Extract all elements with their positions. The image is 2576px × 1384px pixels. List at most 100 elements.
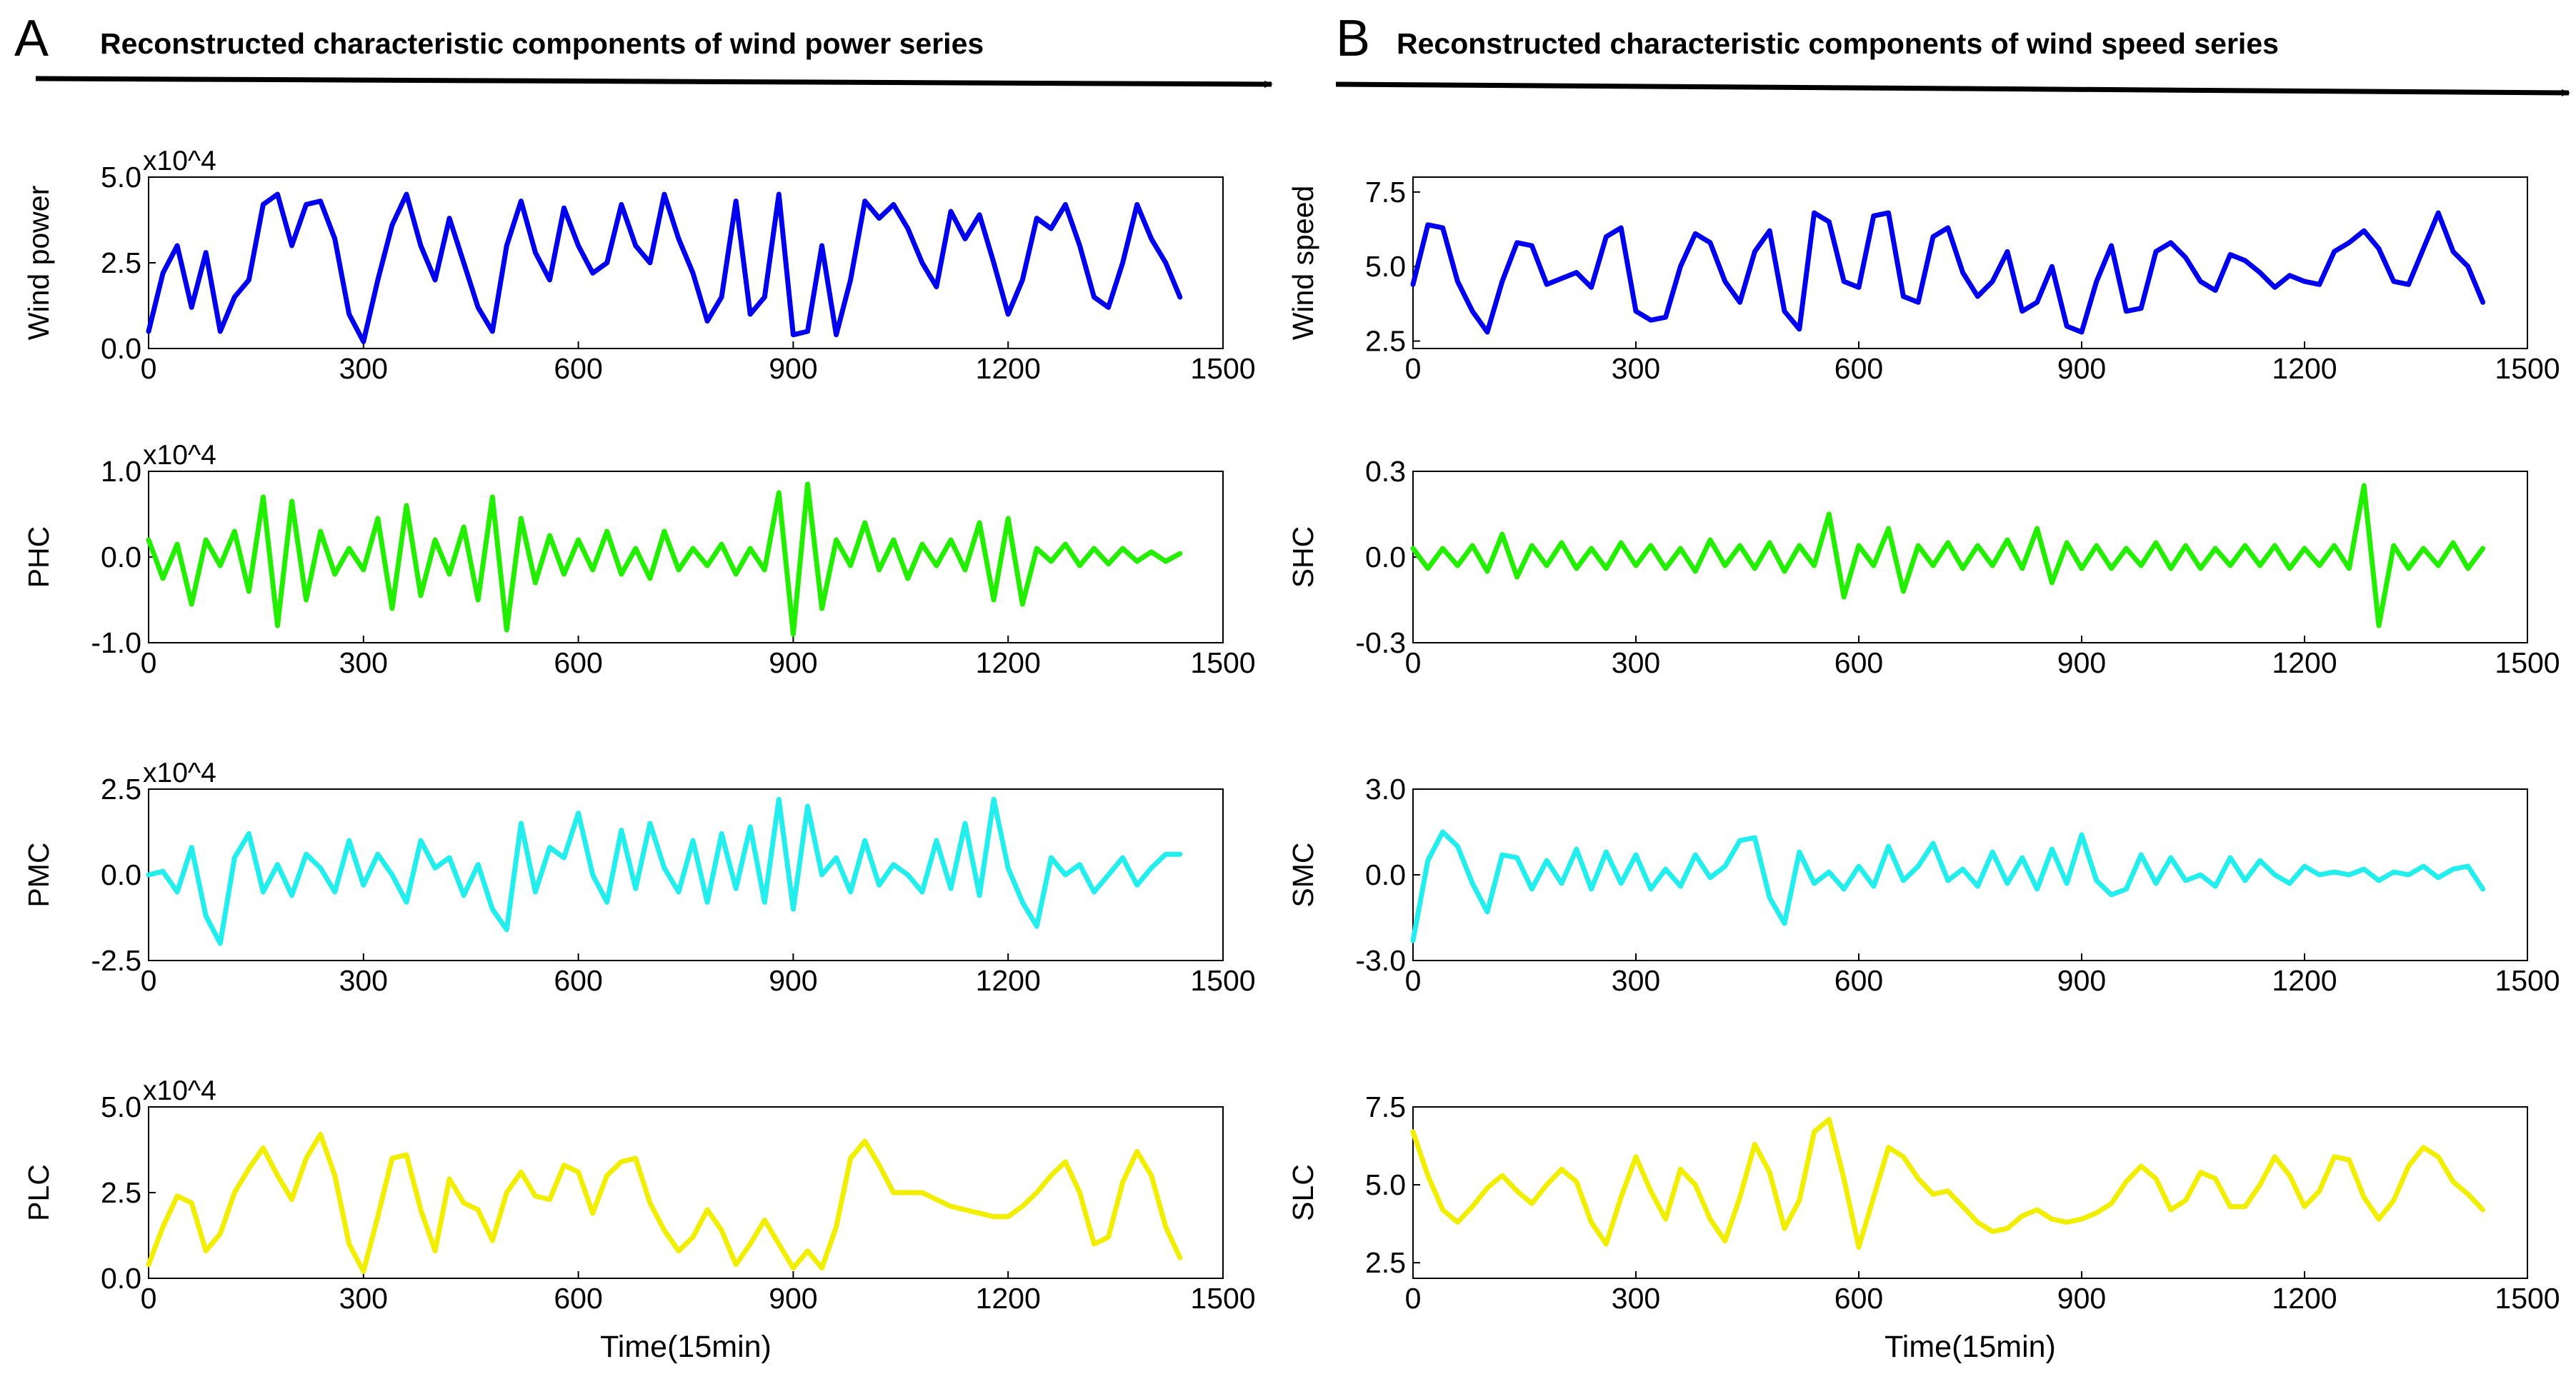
phc-xtick-label: 600 [554, 646, 602, 679]
shc-xtick-label: 600 [1834, 646, 1883, 679]
slc-xtick-label: 0 [1405, 1282, 1422, 1315]
shc-ytick-label: 0.3 [1365, 455, 1406, 488]
panel-b-arrow [1335, 81, 2570, 96]
slc-axes [1412, 1106, 2528, 1279]
shc-xtick-label: 900 [2057, 646, 2106, 679]
slc-xtick-label: 900 [2057, 1282, 2106, 1315]
slc-xtick-label: 600 [1834, 1282, 1883, 1315]
shc-xtick-label: 1200 [2272, 646, 2337, 679]
wind-power-xtick-label: 600 [554, 352, 602, 385]
smc-ytick-label: -3.0 [1355, 944, 1406, 977]
wind-power-scale-label: x10^4 [143, 146, 216, 176]
wind-speed-xtick-label: 1200 [2272, 352, 2337, 385]
slc-xtick-label: 300 [1612, 1282, 1660, 1315]
plc-xtick-label: 1200 [976, 1282, 1041, 1315]
wind-speed-ytick-label: 5.0 [1365, 250, 1406, 283]
shc-series-line [1410, 483, 2486, 628]
smc-ylabel: SMC [1287, 842, 1319, 907]
panel-b-letter: B [1336, 10, 1370, 67]
slc-xlabel: Time(15min) [1884, 1330, 2056, 1364]
shc-ytick-label: 0.0 [1365, 541, 1406, 573]
slc-ylabel: SLC [1287, 1164, 1319, 1221]
pmc-xtick-label: 600 [554, 964, 602, 997]
pmc-xtick-label: 1200 [976, 964, 1041, 997]
phc-chart: 0 300 600 900 1200 1500 -1.0 0.0 1.0 x10^4 PHC [22, 440, 1256, 679]
pmc-ytick-label: -2.5 [91, 944, 141, 977]
smc-xtick-label: 600 [1834, 964, 1883, 997]
pmc-chart: 0 300 600 900 1200 1500 -2.5 0.0 2.5 x10^4 PMC [22, 758, 1256, 997]
plc-ytick-label: 2.5 [101, 1176, 141, 1209]
smc-xtick-label: 900 [2057, 964, 2106, 997]
plc-xtick-label: 0 [141, 1282, 157, 1315]
shc-ylabel: SHC [1287, 526, 1319, 588]
wind-power-xtick-label: 0 [141, 352, 157, 385]
wind-speed-xtick-label: 0 [1405, 352, 1422, 385]
wind-speed-axes [1412, 176, 2528, 349]
wind-power-ytick-label: 0.0 [101, 332, 141, 365]
phc-xtick-label: 300 [339, 646, 388, 679]
wind-power-xtick-label: 1200 [976, 352, 1041, 385]
slc-ytick-label: 5.0 [1365, 1168, 1406, 1201]
phc-series-line [146, 481, 1183, 637]
slc-chart: 0 300 600 900 1200 1500 2.5 5.0 7.5 SLC Time(15min… [1287, 1090, 2560, 1364]
phc-ytick-label: -1.0 [91, 626, 141, 659]
pmc-series-line [146, 796, 1183, 946]
wind-speed-ytick-label: 7.5 [1365, 176, 1406, 209]
plc-scale-label: x10^4 [143, 1075, 216, 1106]
wind-speed-ylabel: Wind speed [1287, 186, 1319, 341]
shc-xtick-label: 0 [1405, 646, 1422, 679]
wind-power-xtick-label: 900 [769, 352, 817, 385]
wind-power-xtick-label: 1500 [1190, 352, 1255, 385]
slc-ytick-label: 7.5 [1365, 1090, 1406, 1123]
phc-xtick-label: 0 [141, 646, 157, 679]
pmc-xtick-label: 0 [141, 964, 157, 997]
shc-chart: 0 300 600 900 1200 1500 -0.3 0.0 0.3 SHC [1287, 455, 2560, 679]
wind-speed-ytick-label: 2.5 [1365, 325, 1406, 358]
plc-ylabel: PLC [22, 1164, 55, 1221]
panel-a-arrow [35, 76, 1273, 88]
phc-ytick-label: 0.0 [101, 541, 141, 573]
panel-a-header: A Reconstructed characteristic component… [14, 10, 1273, 88]
phc-ylabel: PHC [22, 526, 55, 588]
phc-xtick-label: 1500 [1190, 646, 1255, 679]
wind-speed-xtick-label: 300 [1612, 352, 1660, 385]
plc-xlabel: Time(15min) [600, 1330, 772, 1364]
wind-power-chart: 0 300 600 900 1200 1500 0.0 2.5 5.0 x10^4 Wind pow… [22, 146, 1256, 385]
wind-speed-xtick-label: 1500 [2495, 352, 2560, 385]
phc-scale-label: x10^4 [143, 440, 216, 471]
wind-speed-chart: 0 300 600 900 1200 1500 2.5 5.0 7.5 Wind speed [1287, 176, 2560, 385]
phc-xtick-label: 900 [769, 646, 817, 679]
plc-ytick-label: 0.0 [101, 1262, 141, 1295]
smc-ytick-label: 3.0 [1365, 773, 1406, 806]
smc-series-line [1410, 829, 2486, 943]
pmc-ytick-label: 2.5 [101, 773, 141, 806]
smc-xtick-label: 0 [1405, 964, 1422, 997]
wind-speed-xtick-label: 600 [1834, 352, 1883, 385]
wind-power-xtick-label: 300 [339, 352, 388, 385]
pmc-xtick-label: 300 [339, 964, 388, 997]
pmc-ylabel: PMC [22, 842, 55, 907]
smc-ytick-label: 0.0 [1365, 858, 1406, 891]
smc-chart: 0 300 600 900 1200 1500 -3.0 0.0 3.0 SMC [1287, 773, 2560, 997]
plc-ytick-label: 5.0 [101, 1090, 141, 1123]
wind-power-ylabel: Wind power [22, 186, 55, 340]
wind-speed-xtick-label: 900 [2057, 352, 2106, 385]
wind-power-ytick-label: 2.5 [101, 246, 141, 279]
slc-xtick-label: 1200 [2272, 1282, 2337, 1315]
shc-ytick-label: -0.3 [1355, 626, 1406, 659]
shc-xtick-label: 300 [1612, 646, 1660, 679]
slc-series-line [1410, 1117, 2486, 1250]
plc-xtick-label: 600 [554, 1282, 602, 1315]
plc-xtick-label: 1500 [1190, 1282, 1255, 1315]
phc-ytick-label: 1.0 [101, 455, 141, 488]
panel-a-letter: A [14, 10, 49, 67]
plc-series-line [146, 1131, 1183, 1274]
slc-xtick-label: 1500 [2495, 1282, 2560, 1315]
wind-power-series-line [146, 191, 1183, 344]
panel-b-header: B Reconstructed characteristic component… [1335, 10, 2570, 96]
pmc-scale-label: x10^4 [143, 758, 216, 788]
plc-axes [148, 1106, 1224, 1279]
shc-xtick-label: 1500 [2495, 646, 2560, 679]
